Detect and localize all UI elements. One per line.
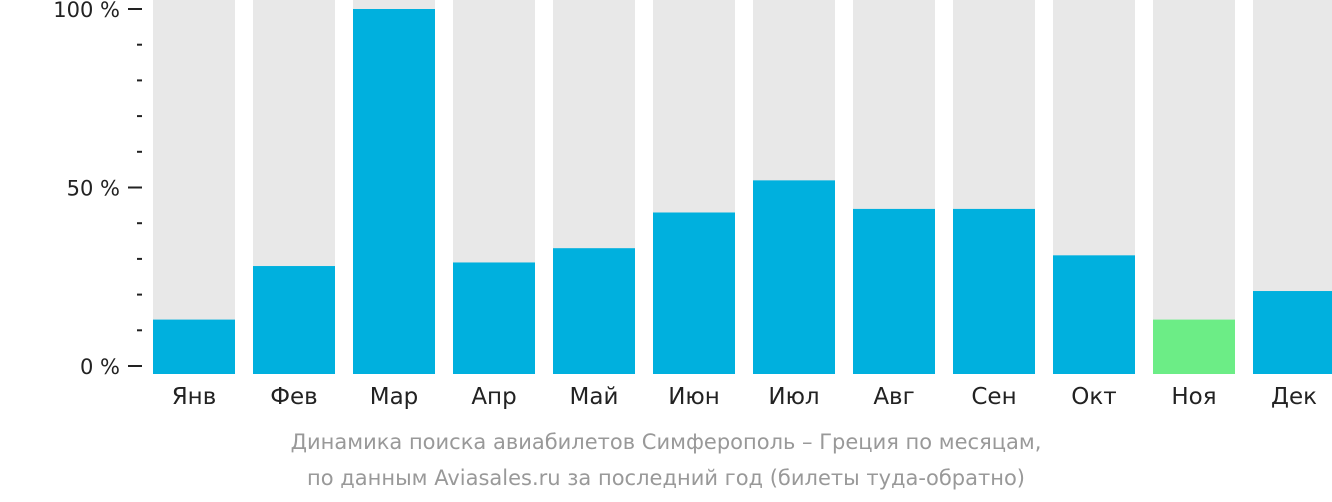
x-tick-label: Окт xyxy=(1071,384,1116,410)
x-tick-label: Июл xyxy=(768,384,819,410)
bar-background xyxy=(1153,0,1235,374)
y-tick-label: 50 % xyxy=(67,177,120,201)
x-tick-label: Сен xyxy=(971,384,1016,410)
y-tick-label: 0 % xyxy=(80,355,120,379)
x-tick-label: Фев xyxy=(270,384,318,410)
bar-10[interactable] xyxy=(1053,255,1135,374)
x-tick-label: Ноя xyxy=(1171,384,1216,410)
bar-11[interactable] xyxy=(1153,319,1235,374)
bar-8[interactable] xyxy=(853,208,935,374)
bar-chart: 100 % 50 % 0 % Янв Фев Мар Апр Май Июн Июл Авг Сен… xyxy=(53,0,1332,410)
y-axis: 100 % 50 % 0 % xyxy=(53,0,142,379)
x-axis-labels: Янв Фев Мар Апр Май Июн Июл Авг Сен Окт Ноя Дек xyxy=(172,384,1317,410)
bar-2[interactable] xyxy=(253,266,335,374)
bar-9[interactable] xyxy=(953,208,1035,374)
bar-4[interactable] xyxy=(453,262,535,374)
x-tick-label: Мар xyxy=(370,384,419,410)
x-tick-label: Май xyxy=(570,384,619,410)
bars xyxy=(153,0,1332,374)
chart-caption-line-1: Динамика поиска авиабилетов Симферополь … xyxy=(290,430,1042,454)
chart-caption-line-2: по данным Aviasales.ru за последний год … xyxy=(307,466,1025,490)
x-tick-label: Янв xyxy=(172,384,217,410)
bar-6[interactable] xyxy=(653,212,735,374)
x-tick-label: Авг xyxy=(873,384,914,410)
bar-background xyxy=(153,0,235,374)
x-tick-label: Дек xyxy=(1271,384,1317,410)
bar-5[interactable] xyxy=(553,248,635,374)
bar-1[interactable] xyxy=(153,319,235,374)
y-tick-label: 100 % xyxy=(53,0,120,22)
x-tick-label: Июн xyxy=(668,384,720,410)
bar-12[interactable] xyxy=(1253,291,1332,374)
bar-3[interactable] xyxy=(353,9,435,374)
x-tick-label: Апр xyxy=(471,384,516,410)
bar-7[interactable] xyxy=(753,180,835,374)
